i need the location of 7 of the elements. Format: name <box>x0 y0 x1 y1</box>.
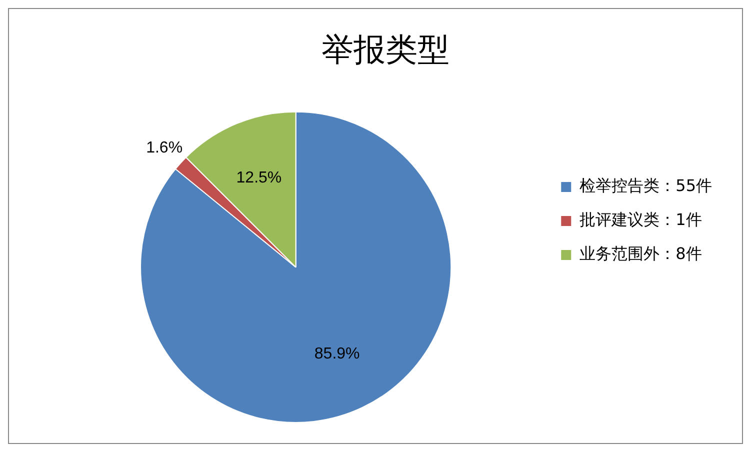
data-label: 85.9% <box>314 346 360 363</box>
legend-label: 检举控告类：55件 <box>580 176 712 196</box>
data-label: 12.5% <box>236 170 282 187</box>
data-label: 1.6% <box>146 140 183 157</box>
legend-label: 业务范围外：8件 <box>580 244 702 264</box>
chart-title: 举报类型 <box>322 30 450 69</box>
legend-label: 批评建议类：1件 <box>580 210 702 230</box>
